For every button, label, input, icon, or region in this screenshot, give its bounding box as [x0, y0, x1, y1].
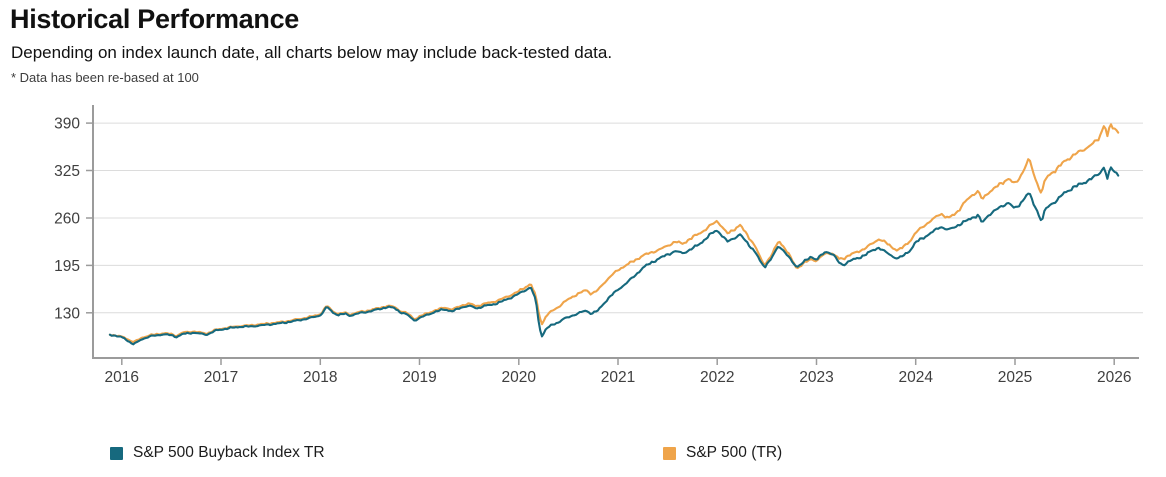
y-tick-label: 325: [54, 163, 80, 180]
x-tick-label: 2025: [998, 369, 1032, 386]
x-tick-label: 2018: [303, 369, 337, 386]
performance-chart: 130 195 260 325 390 2016 2017 2018 2019 2020 2021 2…: [0, 95, 1166, 405]
x-tick-label: 2021: [601, 369, 635, 386]
page-title: Historical Performance: [10, 4, 300, 34]
performance-chart-svg: 130 195 260 325 390 2016 2017 2018 2019 2020 2021 2…: [54, 105, 1143, 386]
legend-label-buyback: S&P 500 Buyback Index TR: [133, 444, 325, 461]
x-tick-label: 2022: [700, 369, 734, 386]
y-tick-label: 390: [54, 116, 80, 133]
legend-item-sp500[interactable]: S&P 500 (TR): [663, 440, 782, 466]
rebase-footnote: * Data has been re-based at 100: [11, 70, 199, 85]
y-tick-label: 195: [54, 258, 80, 275]
x-tick-label: 2020: [502, 369, 537, 386]
x-tick-label: 2017: [204, 369, 238, 386]
y-tick-label: 130: [54, 305, 80, 322]
page-subtitle: Depending on index launch date, all char…: [11, 43, 613, 62]
x-tick-label: 2026: [1097, 369, 1131, 386]
chart-legend: S&P 500 Buyback Index TR S&P 500 (TR): [0, 440, 1166, 466]
x-tick-label: 2024: [898, 369, 933, 386]
x-tick-label: 2019: [402, 369, 436, 386]
sp500-series-swatch-icon: [663, 446, 676, 460]
legend-item-buyback-index[interactable]: S&P 500 Buyback Index TR: [110, 440, 325, 466]
legend-label-sp500: S&P 500 (TR): [686, 444, 783, 461]
series-line-sp500-tr: [108, 123, 1120, 344]
y-tick-label: 260: [54, 211, 80, 228]
buyback-series-swatch-icon: [110, 446, 123, 460]
x-tick-label: 2023: [799, 369, 833, 386]
x-tick-label: 2016: [105, 369, 139, 386]
series-line-buyback-index: [108, 166, 1120, 346]
